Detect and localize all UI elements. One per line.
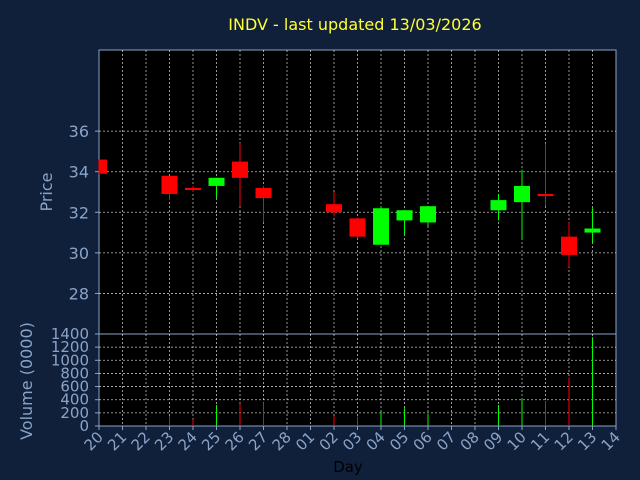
- volume-tick-label: 400: [60, 391, 89, 409]
- volume-tick-label: 0: [79, 417, 89, 435]
- x-tick-label: 21: [104, 428, 130, 454]
- chart-title: INDV - last updated 13/03/2026: [228, 15, 481, 34]
- x-tick-label: 09: [480, 428, 506, 454]
- candle-body: [255, 187, 272, 199]
- candle-body: [420, 206, 436, 223]
- x-tick-label: 28: [269, 428, 295, 454]
- x-tick-label: 11: [527, 428, 553, 454]
- volume-tick-label: 600: [60, 378, 89, 396]
- price-axis-ticks: 28 30 32 34 36: [69, 122, 99, 303]
- volume-tick-label: 1200: [51, 338, 89, 356]
- candle-body: [561, 236, 577, 255]
- x-tick-label: 23: [151, 428, 177, 454]
- x-tick-label: 12: [551, 428, 577, 454]
- candle-body: [490, 200, 507, 211]
- candle-body: [373, 208, 389, 245]
- candle-body: [514, 185, 530, 203]
- candle-body: [326, 204, 342, 213]
- volume-axis-label: Volume (0000): [17, 322, 36, 440]
- volume-tick-label: 1000: [51, 351, 89, 369]
- volume-tick-label: 200: [60, 404, 89, 422]
- price-tick-label: 30: [69, 244, 89, 263]
- candle-body: [185, 187, 201, 190]
- x-tick-label: 27: [245, 428, 271, 454]
- price-panel: 28 30 32 34 36: [69, 49, 617, 335]
- x-tick-label: 26: [222, 428, 248, 454]
- x-tick-label: 25: [198, 428, 224, 454]
- x-tick-label: 04: [363, 428, 389, 454]
- x-tick-label: 13: [574, 428, 600, 454]
- candle-body: [161, 175, 178, 195]
- x-tick-label: 08: [457, 428, 483, 454]
- price-candles: [98, 143, 601, 268]
- x-axis-label: Day: [333, 458, 363, 476]
- x-tick-label: 22: [128, 428, 154, 454]
- x-tick-label: 01: [292, 428, 318, 454]
- candle-body: [396, 210, 413, 221]
- candle-body: [537, 194, 554, 197]
- price-tick-label: 32: [69, 203, 89, 222]
- candle-body: [232, 161, 248, 178]
- x-tick-label: 06: [410, 428, 436, 454]
- x-axis-ticks: 2021222324252627280102030405060708091011…: [81, 426, 624, 454]
- x-tick-label: 07: [433, 428, 459, 454]
- candle-body: [349, 218, 366, 237]
- volume-tick-label: 800: [60, 364, 89, 382]
- x-tick-label: 03: [339, 428, 365, 454]
- x-tick-label: 24: [175, 428, 201, 454]
- x-tick-label: 14: [598, 428, 624, 454]
- price-axis-label: Price: [37, 172, 56, 211]
- price-tick-label: 28: [69, 284, 89, 303]
- x-tick-label: 10: [504, 428, 530, 454]
- candle-body: [99, 159, 107, 174]
- volume-tick-label: 1400: [51, 325, 89, 343]
- candle-body: [584, 228, 601, 233]
- price-tick-label: 36: [69, 122, 89, 141]
- candle-body: [208, 177, 225, 186]
- x-tick-label: 02: [316, 428, 342, 454]
- volume-bars: [169, 337, 593, 426]
- x-tick-label: 05: [386, 428, 412, 454]
- price-tick-label: 34: [69, 163, 89, 182]
